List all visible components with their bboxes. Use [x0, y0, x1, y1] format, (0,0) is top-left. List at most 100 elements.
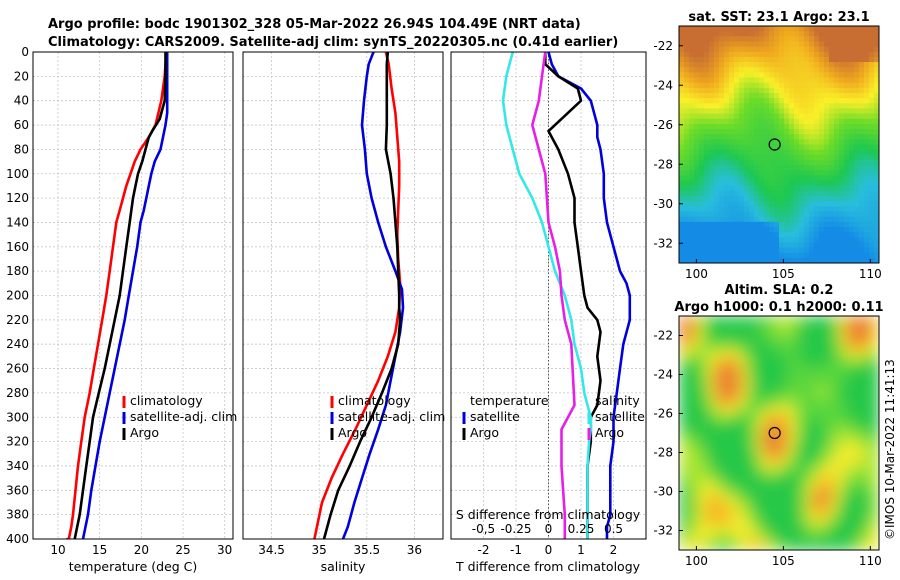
- field-cell: [869, 544, 875, 550]
- field-cell: [749, 433, 755, 439]
- field-cell: [679, 56, 685, 63]
- field-cell: [824, 159, 830, 166]
- field-cell: [684, 361, 690, 368]
- field-cell: [839, 392, 845, 398]
- field-cell: [739, 387, 745, 393]
- field-cell: [804, 185, 810, 192]
- field-cell: [724, 433, 730, 439]
- field-cell: [824, 514, 830, 521]
- field-cell: [819, 72, 825, 79]
- field-cell: [719, 196, 725, 202]
- field-cell: [834, 377, 840, 383]
- field-cell: [789, 539, 795, 546]
- field-cell: [829, 144, 835, 151]
- field-cell: [814, 237, 820, 243]
- field-cell: [744, 397, 750, 404]
- field-cell: [754, 108, 760, 115]
- field-cell: [764, 221, 770, 228]
- field-cell: [804, 165, 810, 171]
- field-cell: [769, 36, 775, 43]
- field-cell: [714, 211, 720, 218]
- field-cell: [694, 232, 700, 238]
- field-cell: [809, 316, 815, 322]
- field-cell: [849, 31, 855, 37]
- field-cell: [819, 87, 825, 94]
- field-cell: [794, 483, 800, 490]
- field-cell: [844, 56, 850, 63]
- field-cell: [819, 371, 825, 378]
- field-cell: [759, 149, 765, 156]
- field-cell: [834, 123, 840, 130]
- field-cell: [679, 529, 685, 536]
- field-cell: [689, 412, 695, 419]
- field-cell: [784, 504, 790, 510]
- field-cell: [729, 387, 735, 393]
- field-cell: [749, 226, 755, 233]
- field-cell: [749, 211, 755, 218]
- field-cell: [769, 242, 775, 249]
- field-cell: [734, 473, 740, 480]
- field-cell: [834, 321, 840, 327]
- field-cell: [699, 366, 705, 373]
- field-cell: [709, 77, 715, 84]
- field-cell: [789, 51, 795, 58]
- field-cell: [839, 216, 845, 223]
- field-cell: [724, 180, 730, 187]
- field-cell: [734, 336, 740, 343]
- field-cell: [699, 382, 705, 388]
- field-cell: [814, 113, 820, 120]
- field-cell: [709, 524, 715, 531]
- field-cell: [704, 134, 710, 140]
- lat-tick-label: -22: [653, 329, 673, 343]
- field-cell: [699, 149, 705, 156]
- field-cell: [714, 62, 720, 68]
- field-cell: [864, 226, 870, 233]
- field-cell: [739, 316, 745, 322]
- field-cell: [724, 247, 730, 254]
- field-cell: [809, 427, 815, 434]
- field-cell: [769, 41, 775, 48]
- field-cell: [694, 252, 700, 259]
- field-cell: [864, 72, 870, 79]
- field-cell: [794, 67, 800, 73]
- field-cell: [769, 417, 775, 424]
- field-cell: [689, 468, 695, 475]
- salinity-difference-tick-labels: -0,5 -0.25 0 0.25 0.5: [472, 522, 623, 536]
- field-cell: [834, 159, 840, 166]
- field-cell: [844, 211, 850, 218]
- field-cell: [784, 206, 790, 213]
- field-cell: [704, 321, 710, 327]
- field-cell: [709, 154, 715, 161]
- field-cell: [709, 321, 715, 327]
- field-cell: [794, 82, 800, 89]
- field-cell: [764, 62, 770, 68]
- field-cell: [749, 382, 755, 388]
- field-cell: [699, 387, 705, 393]
- field-cell: [769, 139, 775, 146]
- field-cell: [714, 190, 720, 197]
- field-cell: [739, 144, 745, 151]
- field-cell: [769, 377, 775, 383]
- field-cell: [679, 51, 685, 58]
- field-cell: [829, 139, 835, 146]
- field-cell: [739, 478, 745, 485]
- field-cell: [764, 453, 770, 460]
- field-cell: [819, 211, 825, 218]
- field-cell: [729, 26, 735, 32]
- field-cell: [699, 514, 705, 521]
- field-cell: [779, 170, 785, 177]
- field-cell: [744, 67, 750, 73]
- field-cell: [814, 196, 820, 202]
- field-cell: [874, 67, 879, 73]
- field-cell: [829, 77, 835, 84]
- field-cell: [729, 67, 735, 73]
- field-cell: [724, 56, 730, 63]
- field-cell: [839, 108, 845, 115]
- field-cell: [784, 159, 790, 166]
- field-cell: [764, 108, 770, 115]
- field-cell: [744, 159, 750, 166]
- field-cell: [824, 149, 830, 156]
- field-cell: [739, 62, 745, 68]
- field-cell: [739, 92, 745, 99]
- field-cell: [829, 321, 835, 327]
